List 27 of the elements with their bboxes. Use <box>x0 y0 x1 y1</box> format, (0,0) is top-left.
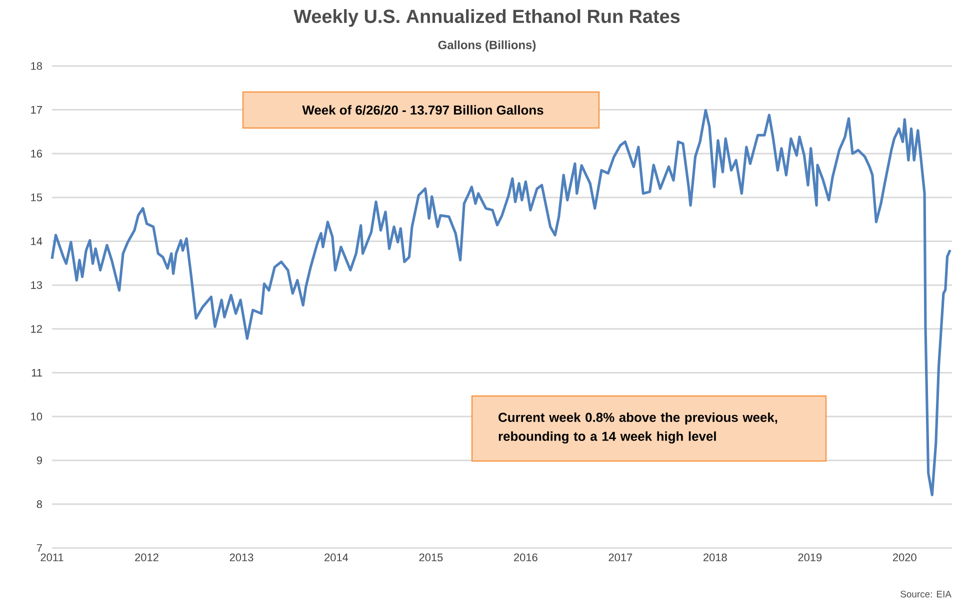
x-tick-label: 2020 <box>892 554 916 562</box>
x-tick-label: 2015 <box>419 554 443 562</box>
x-tick-label: 2016 <box>514 554 538 562</box>
y-tick-label: 9 <box>36 456 42 464</box>
y-tick-label: 8 <box>36 500 42 508</box>
x-tick-label: 2011 <box>40 554 64 562</box>
y-tick-label: 17 <box>31 106 42 114</box>
y-tick-label: 13 <box>31 281 42 289</box>
y-tick-label: 10 <box>31 412 42 420</box>
chart-title: Weekly U.S. Annualized Ethanol Run Rates <box>294 9 680 27</box>
y-tick-label: 16 <box>31 150 42 158</box>
y-tick-label: 18 <box>31 62 42 70</box>
x-tick-label: 2012 <box>135 554 158 562</box>
x-tick-label: 2014 <box>324 554 348 562</box>
x-tick-label: 2013 <box>230 554 254 562</box>
chart-subtitle: Gallons (Billions) <box>438 40 536 52</box>
annotation: Week of 6/26/20 - 13.797 Billion Gallons <box>302 105 544 115</box>
x-tick-label: 2018 <box>704 554 727 562</box>
source-note: Source: EIA <box>900 590 952 598</box>
x-tick-label: 2017 <box>608 554 632 562</box>
annotation: Current week 0.8% above the previous week, rebounding to a 14 week high level <box>498 412 778 444</box>
x-tick-label: 2019 <box>798 554 822 562</box>
y-tick-label: 12 <box>31 325 42 333</box>
y-tick-label: 7 <box>36 544 42 552</box>
y-tick-label: 11 <box>32 368 42 376</box>
y-tick-label: 14 <box>31 237 42 246</box>
y-tick-label: 15 <box>31 194 42 202</box>
